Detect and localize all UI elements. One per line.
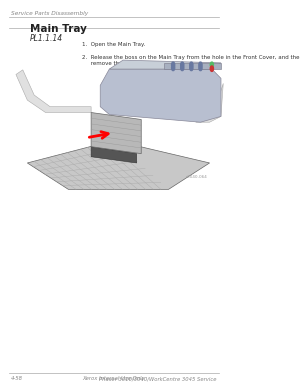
Text: 2.  Release the boss on the Main Tray from the hole in the Front Cover, and then: 2. Release the boss on the Main Tray fro… [82,55,300,66]
Point [159,187,163,192]
Point [136,159,139,164]
Text: PL1.1.14: PL1.1.14 [30,34,63,43]
Point [72,149,76,153]
Text: Phaser 3010/3040/WorkCentre 3045 Service: Phaser 3010/3040/WorkCentre 3045 Service [99,376,216,381]
Circle shape [181,62,184,68]
Point [105,187,109,192]
Point [89,116,93,121]
Point [59,152,62,157]
Point [113,187,116,192]
Text: 1.  Open the Main Tray.: 1. Open the Main Tray. [82,42,145,47]
Point [85,145,89,150]
Line: 2 pts: 2 pts [100,144,153,189]
Text: Service Parts Disassembly: Service Parts Disassembly [11,11,89,16]
Point [159,180,163,185]
Circle shape [190,65,193,71]
Point [140,140,143,145]
Point [89,133,93,138]
Line: 2 pts: 2 pts [33,147,122,167]
Line: 2 pts: 2 pts [51,168,145,178]
Point [98,187,101,192]
Point [74,187,78,192]
Point [143,166,147,171]
Polygon shape [91,113,141,154]
Point [89,127,93,132]
Point [105,140,109,144]
Point [65,150,69,155]
Polygon shape [164,63,221,69]
Point [152,187,155,192]
Point [37,168,41,173]
Point [49,176,52,180]
Line: 2 pts: 2 pts [45,161,137,174]
Point [39,157,43,162]
Point [140,123,143,128]
Line: 2 pts: 2 pts [34,161,76,189]
Line: 2 pts: 2 pts [81,149,130,189]
Point [52,154,56,158]
Line: 2 pts: 2 pts [57,175,153,182]
Circle shape [172,65,175,71]
Circle shape [172,62,175,68]
Line: 2 pts: 2 pts [107,142,161,189]
Polygon shape [100,69,221,122]
Polygon shape [27,140,210,189]
Text: s3040-064: s3040-064 [185,175,207,179]
Line: 2 pts: 2 pts [87,147,138,189]
Point [121,187,124,192]
Line: 2 pts: 2 pts [67,152,115,189]
Circle shape [181,65,184,71]
Point [151,173,155,178]
Circle shape [210,62,213,68]
Point [140,146,143,150]
Line: 2 pts: 2 pts [61,154,107,189]
Line: 2 pts: 2 pts [91,135,141,142]
Point [92,143,96,148]
Point [90,187,93,192]
Circle shape [210,66,213,71]
Text: Xerox Internal Use Only: Xerox Internal Use Only [82,376,145,381]
Point [140,134,143,139]
Polygon shape [91,147,137,163]
Line: 2 pts: 2 pts [91,124,141,131]
Point [144,187,147,192]
Point [136,187,140,192]
Text: 4-58: 4-58 [11,376,23,381]
Point [82,187,85,192]
Point [32,165,35,169]
Circle shape [199,65,202,71]
Point [99,142,102,146]
Line: 2 pts: 2 pts [47,158,92,189]
Line: 2 pts: 2 pts [41,159,84,189]
Point [89,121,93,126]
Point [120,145,124,150]
Polygon shape [109,60,221,69]
Point [32,159,36,164]
Line: 2 pts: 2 pts [74,151,122,189]
Line: 2 pts: 2 pts [91,118,141,125]
Point [55,180,58,184]
Point [79,147,83,151]
Polygon shape [196,83,223,122]
Circle shape [190,62,193,68]
Point [46,156,49,160]
Point [140,128,143,133]
Line: 2 pts: 2 pts [91,130,141,137]
Line: 2 pts: 2 pts [91,141,141,148]
Line: 2 pts: 2 pts [94,146,146,189]
Point [89,139,93,143]
Point [43,172,47,177]
Point [128,152,131,157]
Point [61,183,64,188]
Point [128,187,132,192]
Circle shape [199,62,202,68]
Polygon shape [16,70,91,113]
Line: 2 pts: 2 pts [39,154,130,170]
Text: Main Tray: Main Tray [30,24,86,34]
Line: 2 pts: 2 pts [62,182,161,185]
Line: 2 pts: 2 pts [54,156,99,189]
